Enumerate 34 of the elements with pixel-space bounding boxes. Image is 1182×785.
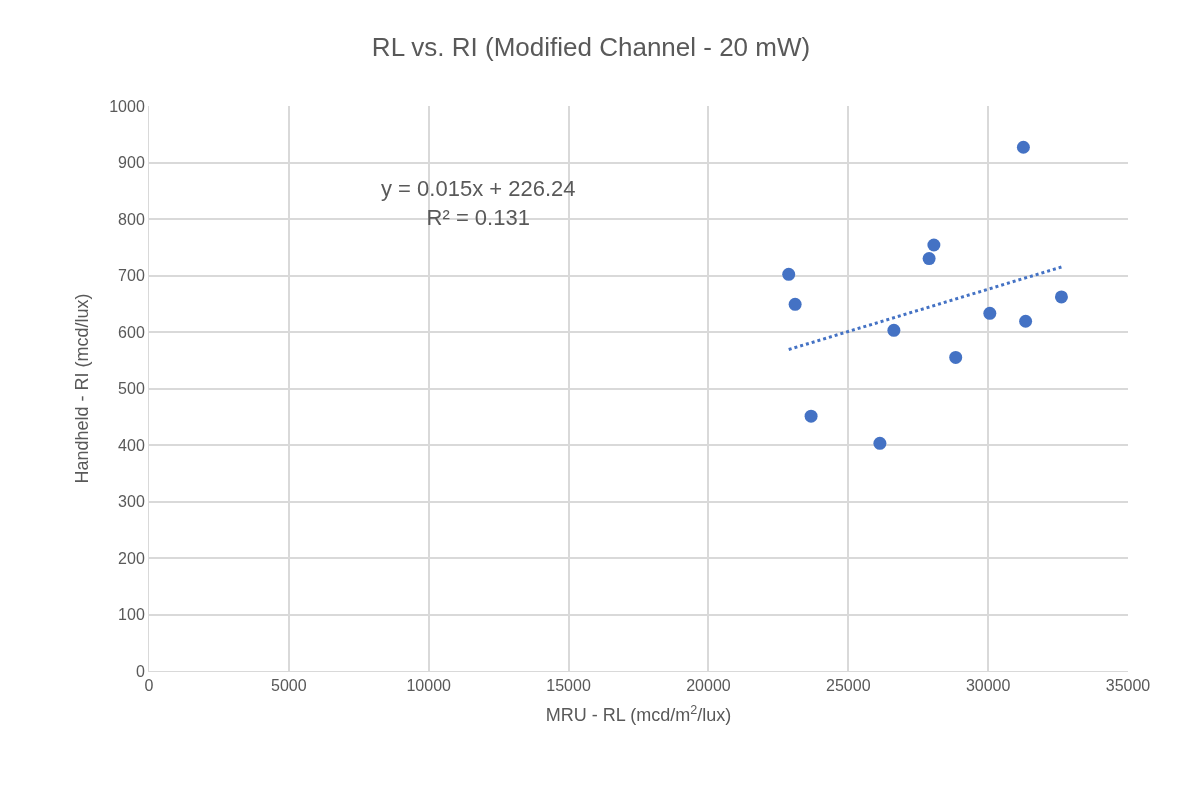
x-tick-label: 15000	[546, 677, 591, 695]
x-tick-label: 10000	[406, 677, 452, 695]
point	[949, 350, 963, 364]
y-axis-title: Handheld - RI (mcd/lux)	[72, 293, 93, 484]
y-tick-label: 400	[118, 436, 145, 454]
point	[1019, 314, 1033, 328]
y-tick-label: 500	[118, 380, 145, 398]
point	[1054, 290, 1068, 304]
y-tick-label: 700	[118, 267, 145, 285]
x-tick-label: 25000	[826, 677, 871, 695]
x-tick-label: 5000	[271, 677, 307, 695]
point	[927, 238, 941, 252]
y-tick-label: 0	[135, 662, 145, 680]
annotation: y = 0.015x + 226.24 R² = 0.131	[381, 176, 576, 230]
point	[1016, 140, 1030, 154]
point	[922, 252, 936, 266]
y-tick-label: 900	[118, 154, 145, 172]
y-tick-label: 300	[118, 493, 145, 511]
point	[983, 306, 997, 320]
point	[887, 323, 901, 337]
y-tick-label: 800	[118, 210, 145, 228]
chart-title: RL vs. RI (Modified Channel - 20 mW)	[371, 32, 811, 63]
x-tick-label: 30000	[965, 677, 1011, 695]
point	[873, 436, 887, 450]
point	[788, 297, 802, 311]
y-tick-label: 600	[118, 323, 145, 341]
point	[782, 267, 796, 281]
point	[804, 409, 818, 423]
x-axis-title: MRU - RL (mcd/m$^{2}$/lux)	[545, 702, 732, 726]
x-tick-label: 20000	[686, 677, 731, 695]
y-tick-label: 100	[118, 606, 145, 624]
y-tick-label: 200	[118, 549, 145, 567]
y-tick-label: 1000	[109, 97, 145, 115]
x-tick-label: 35000	[1105, 677, 1151, 695]
